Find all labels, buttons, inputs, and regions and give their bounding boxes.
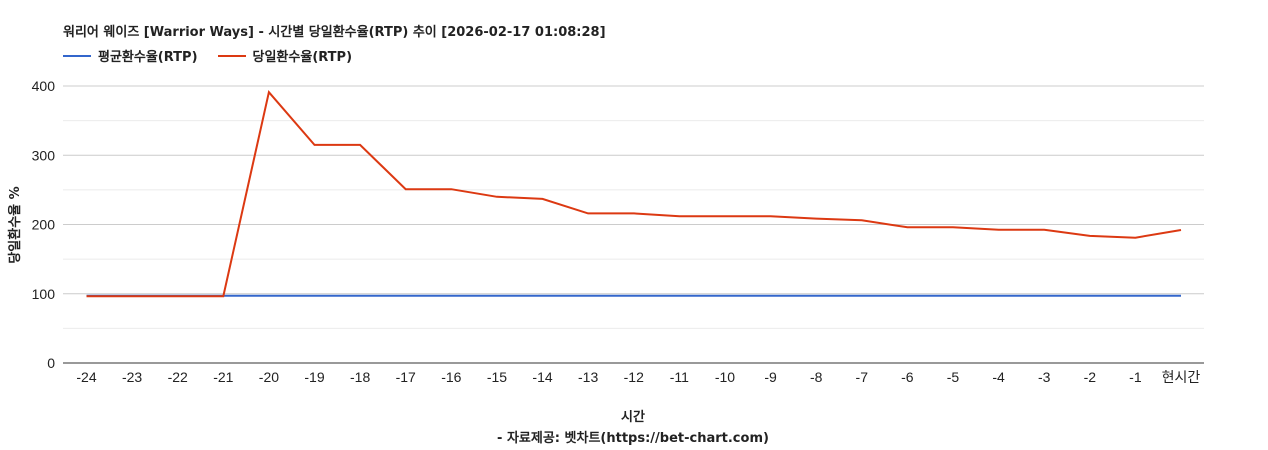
- x-tick-label: 현시간: [1162, 369, 1201, 385]
- legend-label: 평균환수율(RTP): [98, 50, 198, 65]
- x-tick-label: -8: [810, 369, 823, 385]
- x-tick-label: -9: [764, 369, 777, 385]
- y-tick-label: 300: [32, 147, 56, 163]
- x-tick-label: -7: [856, 369, 869, 385]
- x-tick-label: -22: [168, 369, 188, 385]
- y-tick-label: 400: [32, 78, 56, 94]
- x-tick-label: -10: [715, 369, 735, 385]
- x-tick-label: -1: [1129, 369, 1142, 385]
- x-tick-label: -16: [441, 369, 461, 385]
- legend-label: 당일환수율(RTP): [252, 50, 353, 65]
- x-tick-label: -17: [396, 369, 416, 385]
- x-tick-label: -6: [901, 369, 914, 385]
- x-tick-label: -2: [1084, 369, 1097, 385]
- chart-title: 워리어 웨이즈 [Warrior Ways] - 시간별 당일환수율(RTP) …: [63, 25, 606, 40]
- legend-item-daily-rtp[interactable]: 당일환수율(RTP): [217, 46, 353, 65]
- legend-item-average-rtp[interactable]: 평균환수율(RTP): [63, 46, 198, 65]
- y-tick-label: 100: [32, 286, 56, 302]
- x-tick-label: -24: [76, 369, 96, 385]
- x-tick-label: -5: [947, 369, 960, 385]
- series-lines: [86, 90, 1182, 298]
- legend: 평균환수율(RTP) 당일환수율(RTP): [63, 46, 352, 65]
- x-tick-label: -21: [213, 369, 233, 385]
- y-axis-ticks: 0 100 200 300 400: [32, 78, 56, 371]
- y-tick-label: 200: [32, 217, 56, 233]
- data-credit: - 자료제공: 벳차트(https://bet-chart.com): [497, 430, 769, 446]
- y-axis-title: 당일환수율 %: [7, 186, 23, 263]
- x-tick-label: -14: [532, 369, 552, 385]
- legend-line-icon: [217, 54, 246, 57]
- x-tick-label: -20: [259, 369, 279, 385]
- x-tick-label: -13: [578, 369, 598, 385]
- x-axis-title: 시간: [621, 409, 645, 425]
- gridlines: [63, 85, 1204, 364]
- x-tick-label: -15: [487, 369, 507, 385]
- daily-rtp-line[interactable]: [86, 90, 1182, 298]
- x-tick-label: -23: [122, 369, 142, 385]
- x-tick-label: -19: [304, 369, 324, 385]
- legend-line-icon: [63, 54, 91, 57]
- x-axis-ticks: -24 -23 -22 -21 -20 -19 -18 -17 -16 -15 -14 -13 -12 -…: [76, 369, 1200, 385]
- x-tick-label: -18: [350, 369, 370, 385]
- x-tick-label: -12: [624, 369, 644, 385]
- x-tick-label: -3: [1038, 369, 1051, 385]
- x-tick-label: -4: [992, 369, 1005, 385]
- y-tick-label: 0: [47, 355, 55, 371]
- x-tick-label: -11: [670, 369, 689, 385]
